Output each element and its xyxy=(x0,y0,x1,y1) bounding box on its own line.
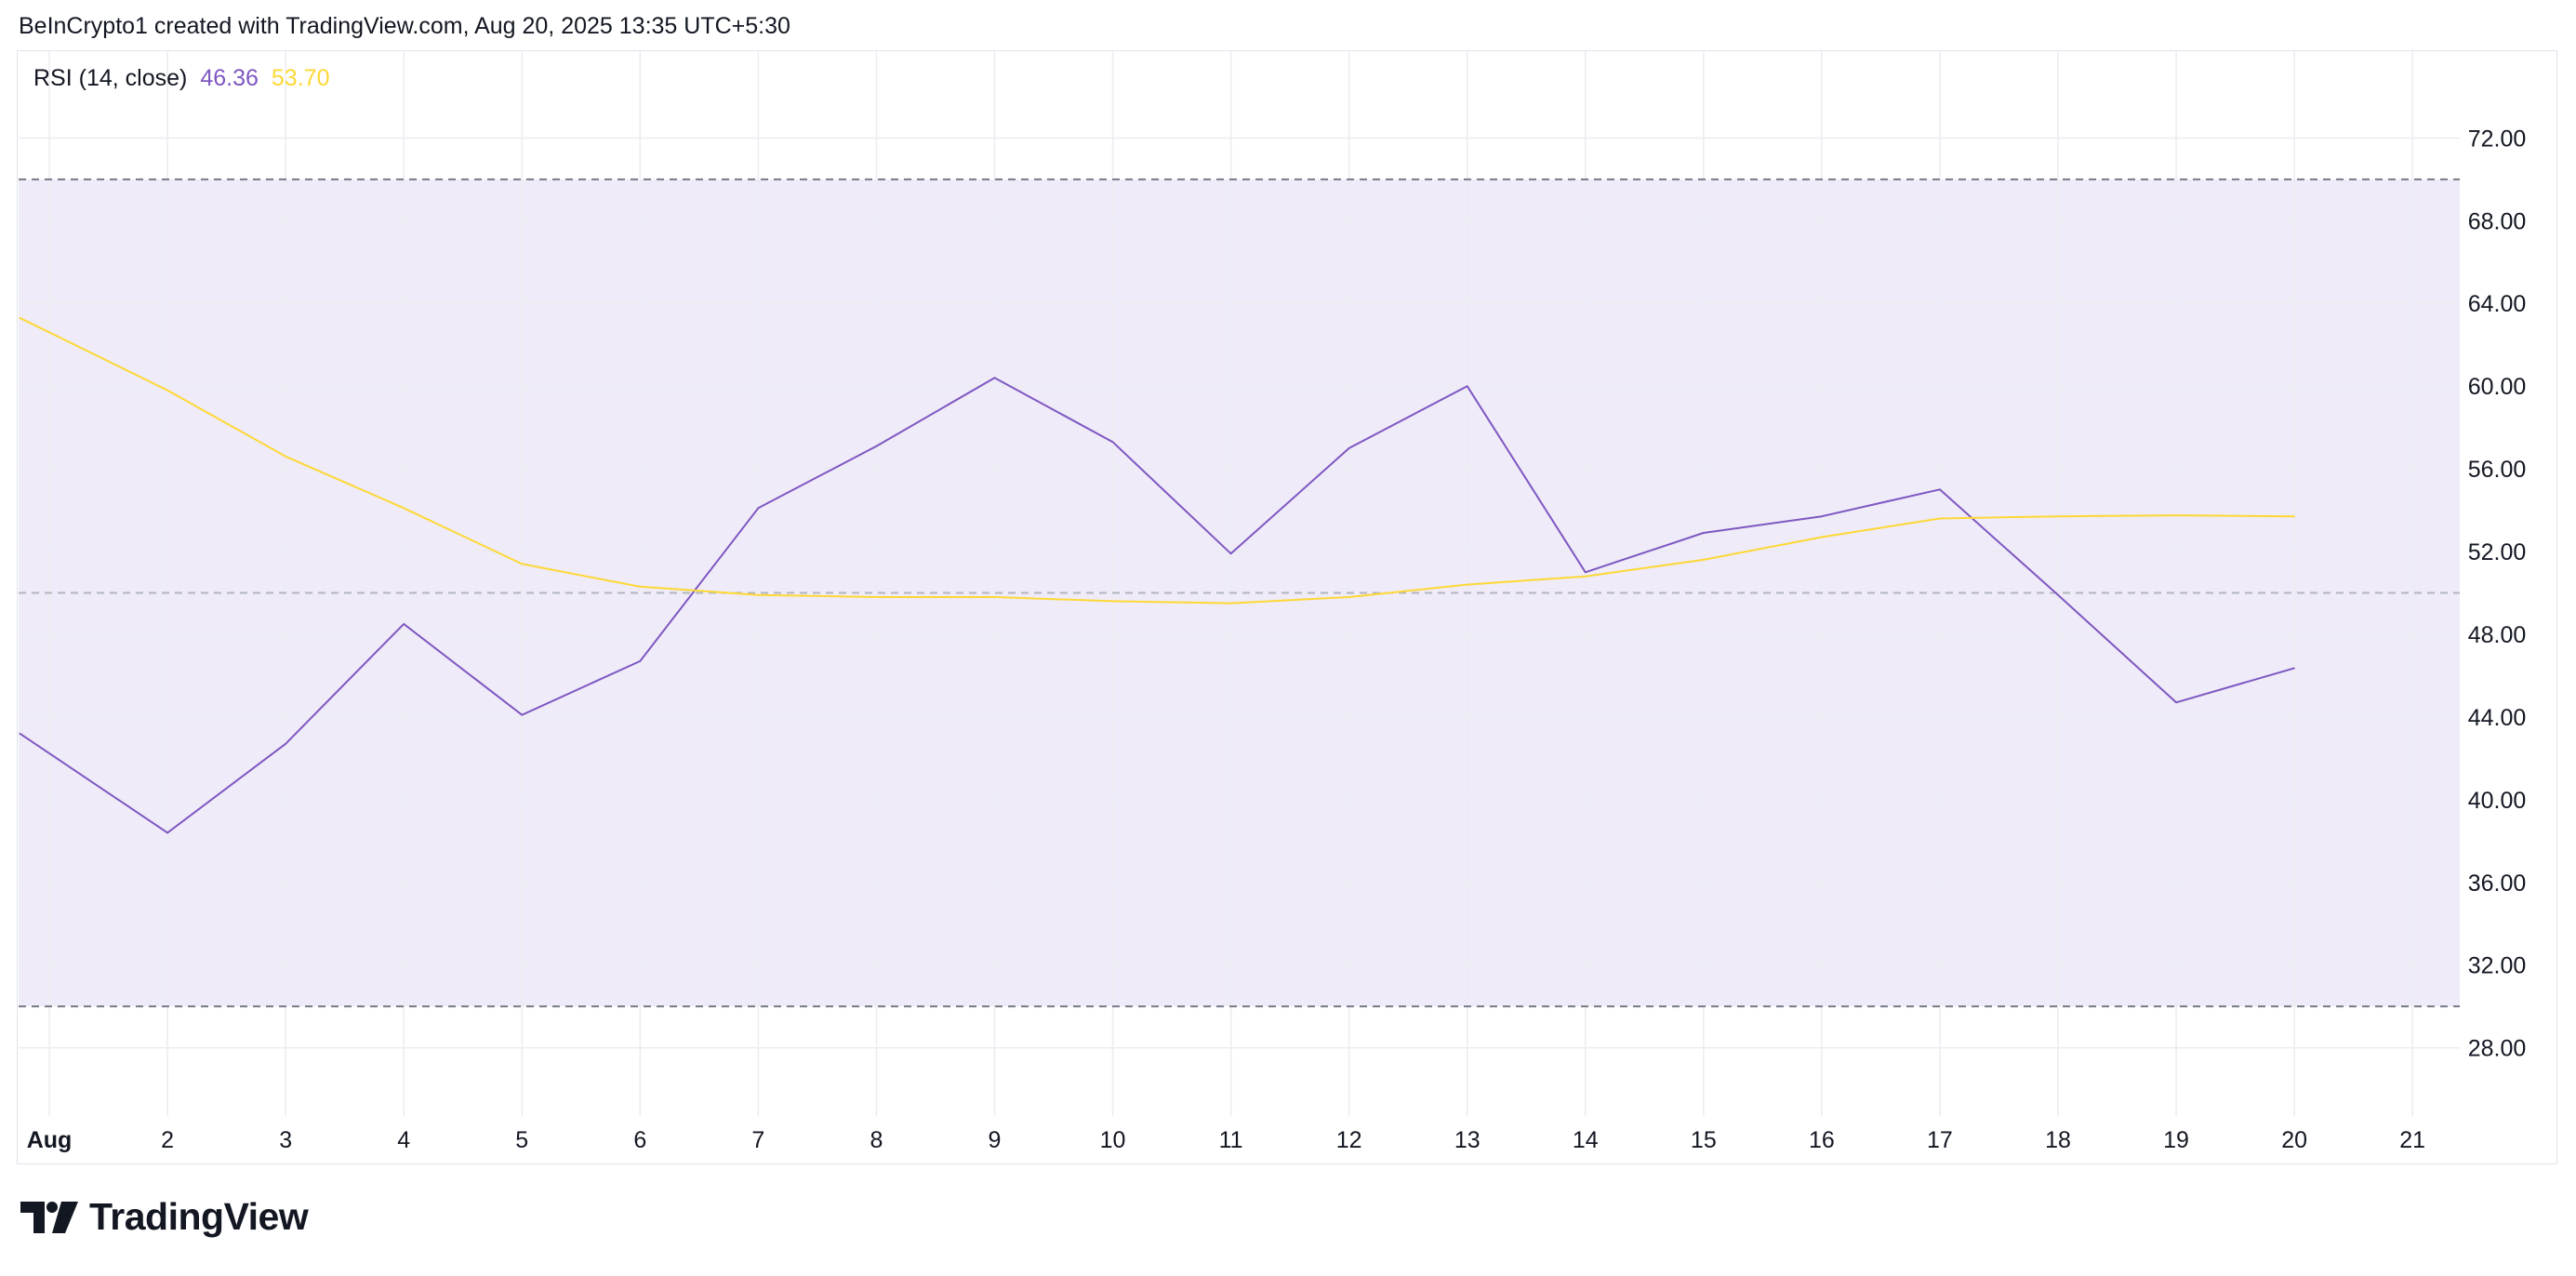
x-tick-label: 14 xyxy=(1573,1127,1599,1153)
y-tick-label: 36.00 xyxy=(2468,871,2527,897)
rsi-ma-line-point xyxy=(2175,514,2177,516)
rsi-line-point xyxy=(403,623,405,625)
x-tick-label: 7 xyxy=(751,1127,764,1153)
y-tick-label: 44.00 xyxy=(2468,705,2527,731)
rsi-line-point xyxy=(993,377,996,379)
rsi-ma-line-point xyxy=(166,389,168,392)
y-tick-label: 28.00 xyxy=(2468,1036,2527,1062)
x-tick-label: 8 xyxy=(870,1127,883,1153)
rsi-ma-line-point xyxy=(639,586,642,588)
tradingview-logo-icon xyxy=(20,1201,78,1233)
x-tick-label: 18 xyxy=(2045,1127,2071,1153)
rsi-ma-line-point xyxy=(521,563,524,565)
y-tick-label: 48.00 xyxy=(2468,622,2527,648)
rsi-line-point xyxy=(1939,488,1941,491)
rsi-line-point xyxy=(1821,515,1823,518)
x-tick-label: 11 xyxy=(1219,1127,1243,1153)
rsi-line-point xyxy=(2057,593,2059,596)
rsi-ma-line-point xyxy=(1466,583,1468,586)
rsi-line-point xyxy=(875,445,878,447)
x-tick-label: 15 xyxy=(1691,1127,1717,1153)
rsi-line-point xyxy=(2293,667,2295,670)
x-tick-label: 17 xyxy=(1927,1127,1953,1153)
x-tick-label: 6 xyxy=(633,1127,646,1153)
rsi-ma-line-point xyxy=(1229,602,1232,605)
rsi-ma-line-point xyxy=(1703,559,1705,561)
y-tick-label: 32.00 xyxy=(2468,953,2527,979)
y-tick-label: 56.00 xyxy=(2468,457,2527,483)
rsi-ma-line-point xyxy=(2057,515,2059,518)
rsi-line-point xyxy=(521,713,524,716)
rsi-line-point xyxy=(1584,571,1587,574)
rsi-line-point xyxy=(19,732,21,735)
rsi-ma-line-point xyxy=(1348,596,1350,598)
rsi-ma-line-point xyxy=(1821,536,1823,538)
x-tick-label: 4 xyxy=(397,1127,410,1153)
x-tick-label: Aug xyxy=(27,1127,73,1153)
rsi-ma-line-point xyxy=(993,596,996,598)
x-tick-label: 13 xyxy=(1454,1127,1481,1153)
y-tick-label: 68.00 xyxy=(2468,208,2527,234)
x-tick-label: 5 xyxy=(515,1127,528,1153)
y-tick-label: 52.00 xyxy=(2468,539,2527,565)
rsi-line-point xyxy=(1111,441,1114,444)
y-tick-label: 40.00 xyxy=(2468,788,2527,814)
rsi-line-point xyxy=(2175,701,2177,704)
rsi-line-point xyxy=(639,660,642,662)
chart-credit: BeInCrypto1 created with TradingView.com… xyxy=(19,13,790,39)
rsi-line-point xyxy=(285,743,286,745)
y-tick-label: 60.00 xyxy=(2468,374,2527,400)
rsi-line-point xyxy=(1466,385,1468,387)
rsi-line-point xyxy=(1348,447,1350,449)
rsi-line-point xyxy=(166,831,168,834)
y-tick-label: 64.00 xyxy=(2468,291,2527,317)
x-tick-label: 10 xyxy=(1100,1127,1126,1153)
rsi-line-point xyxy=(757,507,760,510)
indicator-name: RSI (14, close) xyxy=(33,65,188,91)
rsi-ma-line-point xyxy=(1939,517,1941,520)
x-tick-label: 2 xyxy=(161,1127,174,1153)
x-tick-label: 21 xyxy=(2399,1127,2425,1153)
tradingview-logo[interactable]: TradingView xyxy=(20,1195,309,1239)
rsi-chart[interactable]: 72.00 68.00 64.00 60.00 56.00 52.00 48.00 44.00… xyxy=(0,0,2576,1172)
rsi-ma-line-point xyxy=(2293,515,2295,518)
rsi-ma-line-point xyxy=(19,317,21,319)
rsi-ma-line-point xyxy=(1111,600,1114,603)
rsi-ma-line-point xyxy=(757,593,760,596)
rsi-line-point xyxy=(1703,532,1705,534)
indicator-legend[interactable]: RSI (14, close) 46.36 53.70 xyxy=(33,65,329,92)
rsi-ma-line-point xyxy=(285,455,286,458)
x-tick-label: 3 xyxy=(279,1127,292,1153)
ma-value: 53.70 xyxy=(271,65,330,91)
rsi-line-point xyxy=(1229,552,1232,555)
rsi-ma-line-point xyxy=(403,507,405,510)
rsi-line[interactable] xyxy=(19,377,2295,834)
rsi-value: 46.36 xyxy=(200,65,259,91)
rsi-ma-line-point xyxy=(1584,575,1587,578)
x-tick-label: 19 xyxy=(2163,1127,2189,1153)
x-tick-label: 16 xyxy=(1809,1127,1835,1153)
x-tick-label: 20 xyxy=(2281,1127,2307,1153)
x-tick-label: 9 xyxy=(989,1127,1002,1153)
rsi-ma-line[interactable] xyxy=(19,316,2295,605)
tradingview-brand-text: TradingView xyxy=(89,1195,309,1238)
x-tick-label: 12 xyxy=(1336,1127,1362,1153)
rsi-ma-line-point xyxy=(875,596,878,598)
y-tick-label: 72.00 xyxy=(2468,126,2527,152)
